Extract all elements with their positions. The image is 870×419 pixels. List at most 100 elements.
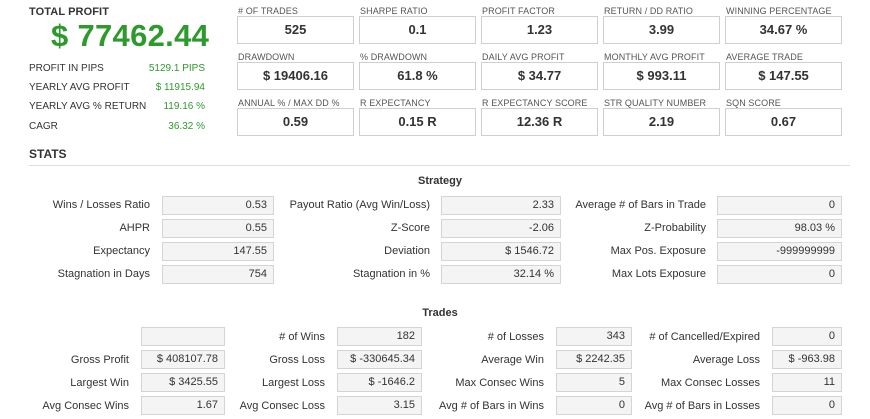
summary-row-label: YEARLY AVG % RETURN (29, 101, 147, 112)
strategy-label: Max Lots Exposure (611, 268, 706, 280)
strategy-value: 147.55 (162, 242, 274, 261)
trades-value: 5 (556, 373, 632, 392)
trades-label: Max Consec Losses (660, 377, 760, 389)
strategy-value: 0 (717, 196, 842, 215)
metric-label: SQN SCORE (726, 98, 781, 108)
strategy-label: Z-Score (390, 222, 430, 234)
strategy-label: Wins / Losses Ratio (52, 199, 150, 211)
trades-label: Largest Loss (262, 377, 325, 389)
metric-value: $ 147.55 (725, 62, 842, 90)
strategy-value: -999999999 (717, 242, 842, 261)
summary-row-cagr: CAGR 36.32 % (29, 121, 205, 137)
trades-label: Avg # of Bars in Losses (644, 400, 760, 412)
trades-label: Avg Consec Wins (42, 400, 129, 412)
metric-value: 34.67 % (725, 16, 842, 44)
stats-title: STATS (29, 147, 67, 161)
trades-value: 0 (556, 396, 632, 415)
metric-label: AVERAGE TRADE (726, 52, 803, 62)
trades-value: 1.67 (141, 396, 225, 415)
trades-label: # of Losses (487, 331, 544, 343)
strategy-value: -2.06 (441, 219, 561, 238)
metric-value: 1.23 (481, 16, 598, 44)
strategy-value: 2.33 (441, 196, 561, 215)
trades-label: Gross Profit (70, 354, 129, 366)
trades-label: Max Consec Wins (455, 377, 544, 389)
strategy-label: Payout Ratio (Avg Win/Loss) (289, 199, 430, 211)
metric-value: 2.19 (603, 108, 720, 136)
strategy-value: 0 (717, 265, 842, 284)
summary-row-label: YEARLY AVG PROFIT (29, 82, 130, 93)
total-profit-value: $ 77462.44 (51, 18, 210, 53)
metric-label: # OF TRADES (238, 6, 298, 16)
metric-value: 525 (237, 16, 354, 44)
trades-value: $ -1646.2 (337, 373, 422, 392)
trades-value: $ 2242.35 (556, 350, 632, 369)
trades-label: Average Win (481, 354, 544, 366)
strategy-title: Strategy (417, 175, 463, 187)
metric-value: 0.15 R (359, 108, 476, 136)
trades-label: Average Loss (692, 354, 760, 366)
summary-row-value: 119.16 % (163, 101, 205, 112)
summary-row-label: PROFIT IN PIPS (29, 63, 104, 74)
summary-row-yearly-avg-profit: YEARLY AVG PROFIT $ 11915.94 (29, 82, 205, 98)
summary-row-profit-in-pips: PROFIT IN PIPS 5129.1 PIPS (29, 63, 205, 79)
metric-label: RETURN / DD RATIO (604, 6, 694, 16)
metric-value: 61.8 % (359, 62, 476, 90)
trades-label: Gross Loss (269, 354, 325, 366)
trades-label: Avg Consec Loss (239, 400, 325, 412)
metric-label: PROFIT FACTOR (482, 6, 555, 16)
metric-label: WINNING PERCENTAGE (726, 6, 832, 16)
strategy-value: 98.03 % (717, 219, 842, 238)
metric-label: ANNUAL % / MAX DD % (238, 98, 340, 108)
trades-label: # of Wins (279, 331, 325, 343)
metric-label: MONTHLY AVG PROFIT (604, 52, 705, 62)
metric-value: $ 34.77 (481, 62, 598, 90)
metric-value: 0.59 (237, 108, 354, 136)
strategy-label: Expectancy (93, 245, 150, 257)
strategy-value: 0.55 (162, 219, 274, 238)
trades-label: Avg # of Bars in Wins (439, 400, 544, 412)
metric-label: DRAWDOWN (238, 52, 295, 62)
metric-label: R EXPECTANCY (360, 98, 431, 108)
summary-row-value: 36.32 % (168, 121, 205, 132)
trades-value: 343 (556, 327, 632, 346)
trades-value: $ -330645.34 (337, 350, 422, 369)
metric-label: % DRAWDOWN (360, 52, 428, 62)
metric-value: 0.1 (359, 16, 476, 44)
strategy-label: Max Pos. Exposure (610, 245, 706, 257)
metric-value: $ 993.11 (603, 62, 720, 90)
trades-value: 3.15 (337, 396, 422, 415)
strategy-value: 754 (162, 265, 274, 284)
summary-row-yearly-avg-return: YEARLY AVG % RETURN 119.16 % (29, 101, 205, 117)
trades-title: Trades (422, 307, 458, 319)
trades-value (141, 327, 225, 346)
trades-label: Largest Win (70, 377, 129, 389)
metric-value: 0.67 (725, 108, 842, 136)
strategy-value: 0.53 (162, 196, 274, 215)
total-profit-label: TOTAL PROFIT (29, 6, 110, 18)
trades-value: 182 (337, 327, 422, 346)
strategy-label: Stagnation in % (352, 268, 430, 280)
strategy-label: Stagnation in Days (57, 268, 150, 280)
metric-value: $ 19406.16 (237, 62, 354, 90)
metric-value: 12.36 R (481, 108, 598, 136)
trades-value: 0 (772, 327, 842, 346)
summary-row-value: $ 11915.94 (155, 82, 205, 93)
trades-value: 11 (772, 373, 842, 392)
trades-label: # of Cancelled/Expired (649, 331, 760, 343)
metric-value: 3.99 (603, 16, 720, 44)
trades-value: $ -963.98 (772, 350, 842, 369)
strategy-label: Average # of Bars in Trade (575, 199, 706, 211)
trades-value: 0 (772, 396, 842, 415)
trades-value: $ 408107.78 (141, 350, 225, 369)
strategy-value: 32.14 % (441, 265, 561, 284)
summary-row-label: CAGR (29, 121, 58, 132)
strategy-label: AHPR (119, 222, 150, 234)
strategy-value: $ 1546.72 (441, 242, 561, 261)
trades-value: $ 3425.55 (141, 373, 225, 392)
metric-label: STR QUALITY NUMBER (604, 98, 707, 108)
metric-label: DAILY AVG PROFIT (482, 52, 565, 62)
strategy-label: Z-Probability (644, 222, 706, 234)
metric-label: R EXPECTANCY SCORE (482, 98, 588, 108)
stats-divider (29, 165, 850, 166)
